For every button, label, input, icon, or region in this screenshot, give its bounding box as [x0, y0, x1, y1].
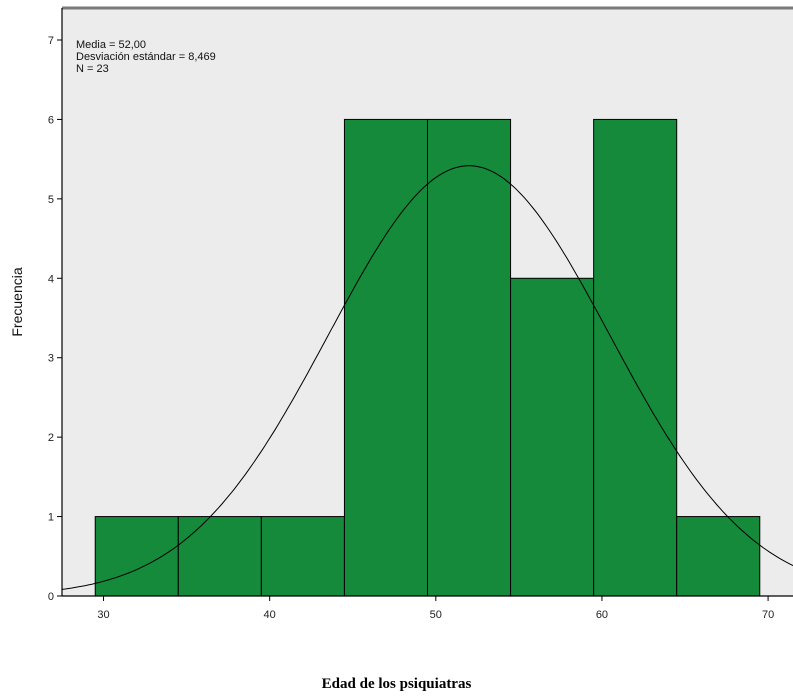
y-tick-label-7: 7 — [48, 35, 54, 47]
stats-line-1: Desviación estándar = 8,469 — [76, 51, 216, 63]
y-tick-label-4: 4 — [48, 273, 54, 285]
x-axis-caption: Edad de los psiquiatras — [321, 676, 472, 692]
histogram-bar-1 — [177, 516, 262, 597]
histogram-bars — [94, 118, 761, 597]
stats-line-0: Media = 52,00 — [76, 39, 146, 51]
x-tick-label-0: 30 — [97, 609, 109, 621]
y-tick-label-3: 3 — [48, 353, 54, 365]
histogram-bar-5 — [510, 277, 595, 597]
x-tick-label-4: 70 — [762, 609, 774, 621]
histogram-bar-2 — [260, 516, 345, 597]
y-tick-label-0: 0 — [48, 591, 54, 603]
axes: 30 40 50 60 70 0 1 2 3 4 5 6 7 — [48, 8, 793, 621]
histogram-bar-4 — [427, 118, 512, 597]
stats-line-2: N = 23 — [76, 63, 109, 75]
histogram-bar-0 — [94, 516, 179, 597]
y-axis-label: Frecuencia — [9, 267, 25, 336]
histogram-bar-6 — [593, 118, 678, 597]
x-tick-label-3: 60 — [596, 609, 608, 621]
y-tick-label-1: 1 — [48, 512, 54, 524]
y-tick-label-5: 5 — [48, 194, 54, 206]
histogram-bar-3 — [343, 118, 429, 597]
normal-curve — [61, 165, 793, 590]
x-tick-label-1: 40 — [264, 609, 276, 621]
y-tick-label-6: 6 — [48, 114, 54, 126]
histogram-bar-7 — [676, 516, 761, 597]
y-tick-label-2: 2 — [48, 432, 54, 444]
x-tick-label-2: 50 — [430, 609, 442, 621]
